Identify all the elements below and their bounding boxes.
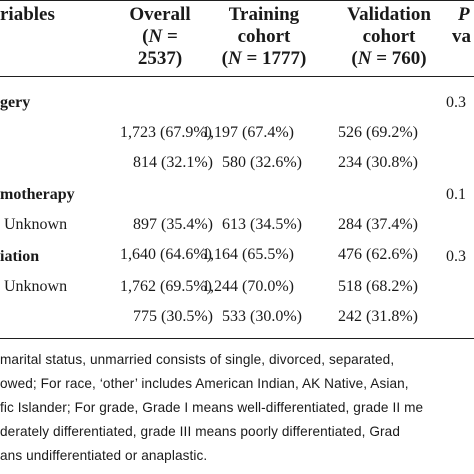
section-label: gery [0,94,31,111]
header-variables: riables [0,4,55,25]
p-value-cell: 0.1 [446,186,466,203]
section-label: motherapy [0,186,75,203]
footnote-line: owed; For race, ‘other’ includes America… [0,376,409,391]
overall-cell: 1,762 (69.5%) [120,278,212,295]
header-overall-n: (N = [142,26,178,47]
validation-cell: 284 (37.4%) [338,216,418,233]
training-cell: 1,164 (65.5%) [202,246,294,263]
validation-cell: 526 (69.2%) [338,124,418,141]
overall-cell: 775 (30.5%) [133,308,213,325]
footnote-line: derately differentiated, grade III means… [0,424,400,439]
training-cell: 1,244 (70.0%) [202,278,294,295]
table-top-rule [0,0,474,1]
training-cell: 580 (32.6%) [222,154,302,171]
validation-cell: 518 (68.2%) [338,278,418,295]
training-cell: 533 (30.0%) [222,308,302,325]
section-label: iation [0,248,40,265]
footnote-line: ans undifferentiated or anaplastic. [0,448,208,463]
validation-cell: 242 (31.8%) [338,308,418,325]
row-label: Unknown [4,216,68,233]
p-value-cell: 0.3 [446,94,466,111]
overall-cell: 1,640 (64.6%) [120,246,212,263]
overall-cell: 814 (32.1%) [133,154,213,171]
overall-cell: 897 (35.4%) [133,216,213,233]
header-validation-n: (N = 760) [351,48,427,69]
footnote-line: fic Islander; For grade, Grade I means w… [0,400,424,415]
table-bottom-rule [0,338,474,339]
header-bottom-rule [0,76,474,77]
training-cell: 613 (34.5%) [222,216,302,233]
overall-cell: 1,723 (67.9%) [120,124,212,141]
header-training-n: (N = 1777) [221,48,307,69]
footnote-line: marital status, unmarried consists of si… [0,352,395,367]
p-value-cell: 0.3 [446,248,466,265]
row-label: Unknown [4,278,68,295]
validation-cell: 234 (30.8%) [338,154,418,171]
training-cell: 1,197 (67.4%) [202,124,294,141]
validation-cell: 476 (62.6%) [338,246,418,263]
